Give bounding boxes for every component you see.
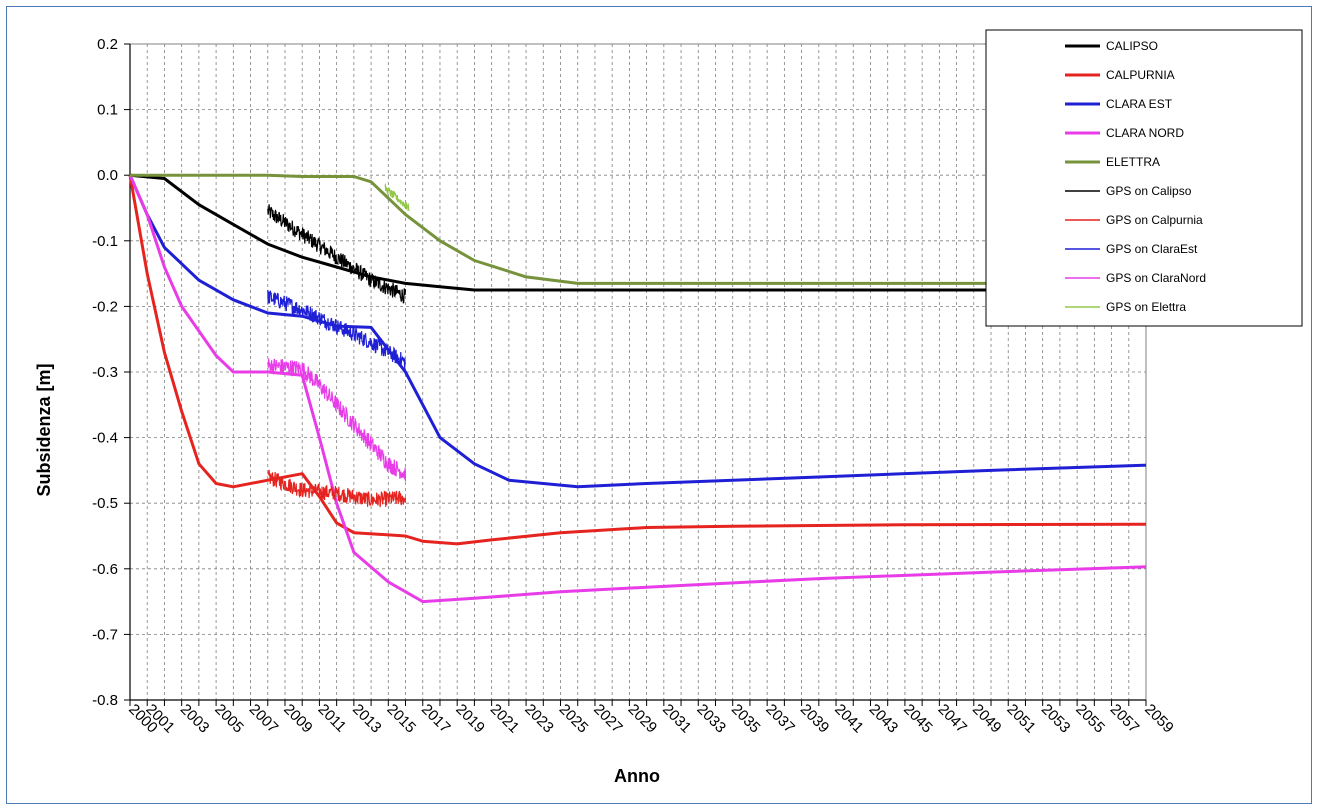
series-line-gps-on-claranord xyxy=(267,358,407,482)
y-tick-label: -0.5 xyxy=(92,495,118,512)
series-line-clara-nord xyxy=(128,174,1147,604)
x-tick-label: 2053 xyxy=(1038,701,1074,737)
x-tick-label: 2039 xyxy=(797,701,833,737)
x-tick-label: 2013 xyxy=(349,701,385,737)
x-tick-label: 2041 xyxy=(831,701,867,737)
x-tick-label: 2025 xyxy=(556,701,592,737)
series-line-calipso xyxy=(129,173,1146,292)
x-tick-label: 2009 xyxy=(280,701,316,737)
y-tick-label: 0.2 xyxy=(97,36,118,53)
series-line-gps-on-elettra xyxy=(384,182,410,212)
series-line-gps-on-calpurnia xyxy=(267,469,407,508)
x-tick-label: 2035 xyxy=(728,701,764,737)
x-tick-label: 2003 xyxy=(177,701,213,737)
x-tick-label: 2011 xyxy=(315,701,350,736)
legend-label-gps-on-claraest: GPS on ClaraEst xyxy=(1106,242,1198,256)
y-tick-label: -0.4 xyxy=(92,430,118,447)
x-tick-label: 2021 xyxy=(487,701,523,737)
x-tick-label: 2007 xyxy=(246,701,282,737)
legend-label-calipso: CALIPSO xyxy=(1106,39,1158,53)
legend-label-clara-est: CLARA EST xyxy=(1106,97,1173,111)
x-axis-title: Anno xyxy=(614,766,660,786)
legend: CALIPSO CALPURNIA CLARA EST CLARA NORD ELETT… xyxy=(985,29,1303,327)
x-tick-label: 2047 xyxy=(935,701,971,737)
x-tick-label: 2019 xyxy=(452,701,488,737)
x-tick-label: 2045 xyxy=(900,701,936,737)
y-tick-label: -0.2 xyxy=(92,298,118,315)
series-line-elettra xyxy=(130,173,1146,285)
legend-label-gps-on-calpurnia: GPS on Calpurnia xyxy=(1106,213,1203,227)
x-tick-label: 2051 xyxy=(1003,701,1039,737)
legend-box xyxy=(985,29,1303,327)
legend-label-gps-on-claranord: GPS on ClaraNord xyxy=(1106,271,1206,285)
legend-label-elettra: ELETTRA xyxy=(1106,155,1160,169)
x-tick-label: 2031 xyxy=(659,701,695,737)
series xyxy=(128,173,1147,604)
series-line-calpurnia xyxy=(128,174,1147,546)
legend-label-calpurnia: CALPURNIA xyxy=(1106,68,1175,82)
x-tick-label: 2059 xyxy=(1141,701,1177,737)
x-tick-label: 2043 xyxy=(866,701,902,737)
series-line-clara-est xyxy=(128,174,1147,489)
y-tick-label: -0.1 xyxy=(92,233,118,250)
x-tick-label: 2027 xyxy=(590,701,626,737)
x-tick-label: 2049 xyxy=(969,701,1005,737)
y-tick-label: -0.3 xyxy=(92,364,118,381)
x-tick-label: 2055 xyxy=(1072,701,1108,737)
y-tick-label: -0.7 xyxy=(92,626,118,643)
y-tick-label: 0.0 xyxy=(97,167,118,184)
x-tick-label: 2057 xyxy=(1107,701,1143,737)
series-line-gps-on-calipso xyxy=(267,204,407,304)
legend-label-gps-on-calipso: GPS on Calipso xyxy=(1106,184,1192,198)
x-tick-label: 2023 xyxy=(521,701,557,737)
legend-label-gps-on-elettra: GPS on Elettra xyxy=(1106,300,1186,314)
y-tick-label: -0.8 xyxy=(92,692,118,709)
x-tick-label: 2033 xyxy=(693,701,729,737)
x-tick-label: 2015 xyxy=(383,701,419,737)
x-tick-label: 2037 xyxy=(762,701,798,737)
y-tick-label: -0.6 xyxy=(92,561,118,578)
x-tick-label: 2029 xyxy=(625,701,661,737)
legend-label-clara-nord: CLARA NORD xyxy=(1106,126,1184,140)
y-axis-title: Subsidenza [m] xyxy=(34,363,54,496)
x-tick-label: 2017 xyxy=(418,701,454,737)
x-tick-label: 2005 xyxy=(211,701,247,737)
y-tick-label: 0.1 xyxy=(97,102,118,119)
series-line-gps-on-claraest xyxy=(267,289,406,369)
